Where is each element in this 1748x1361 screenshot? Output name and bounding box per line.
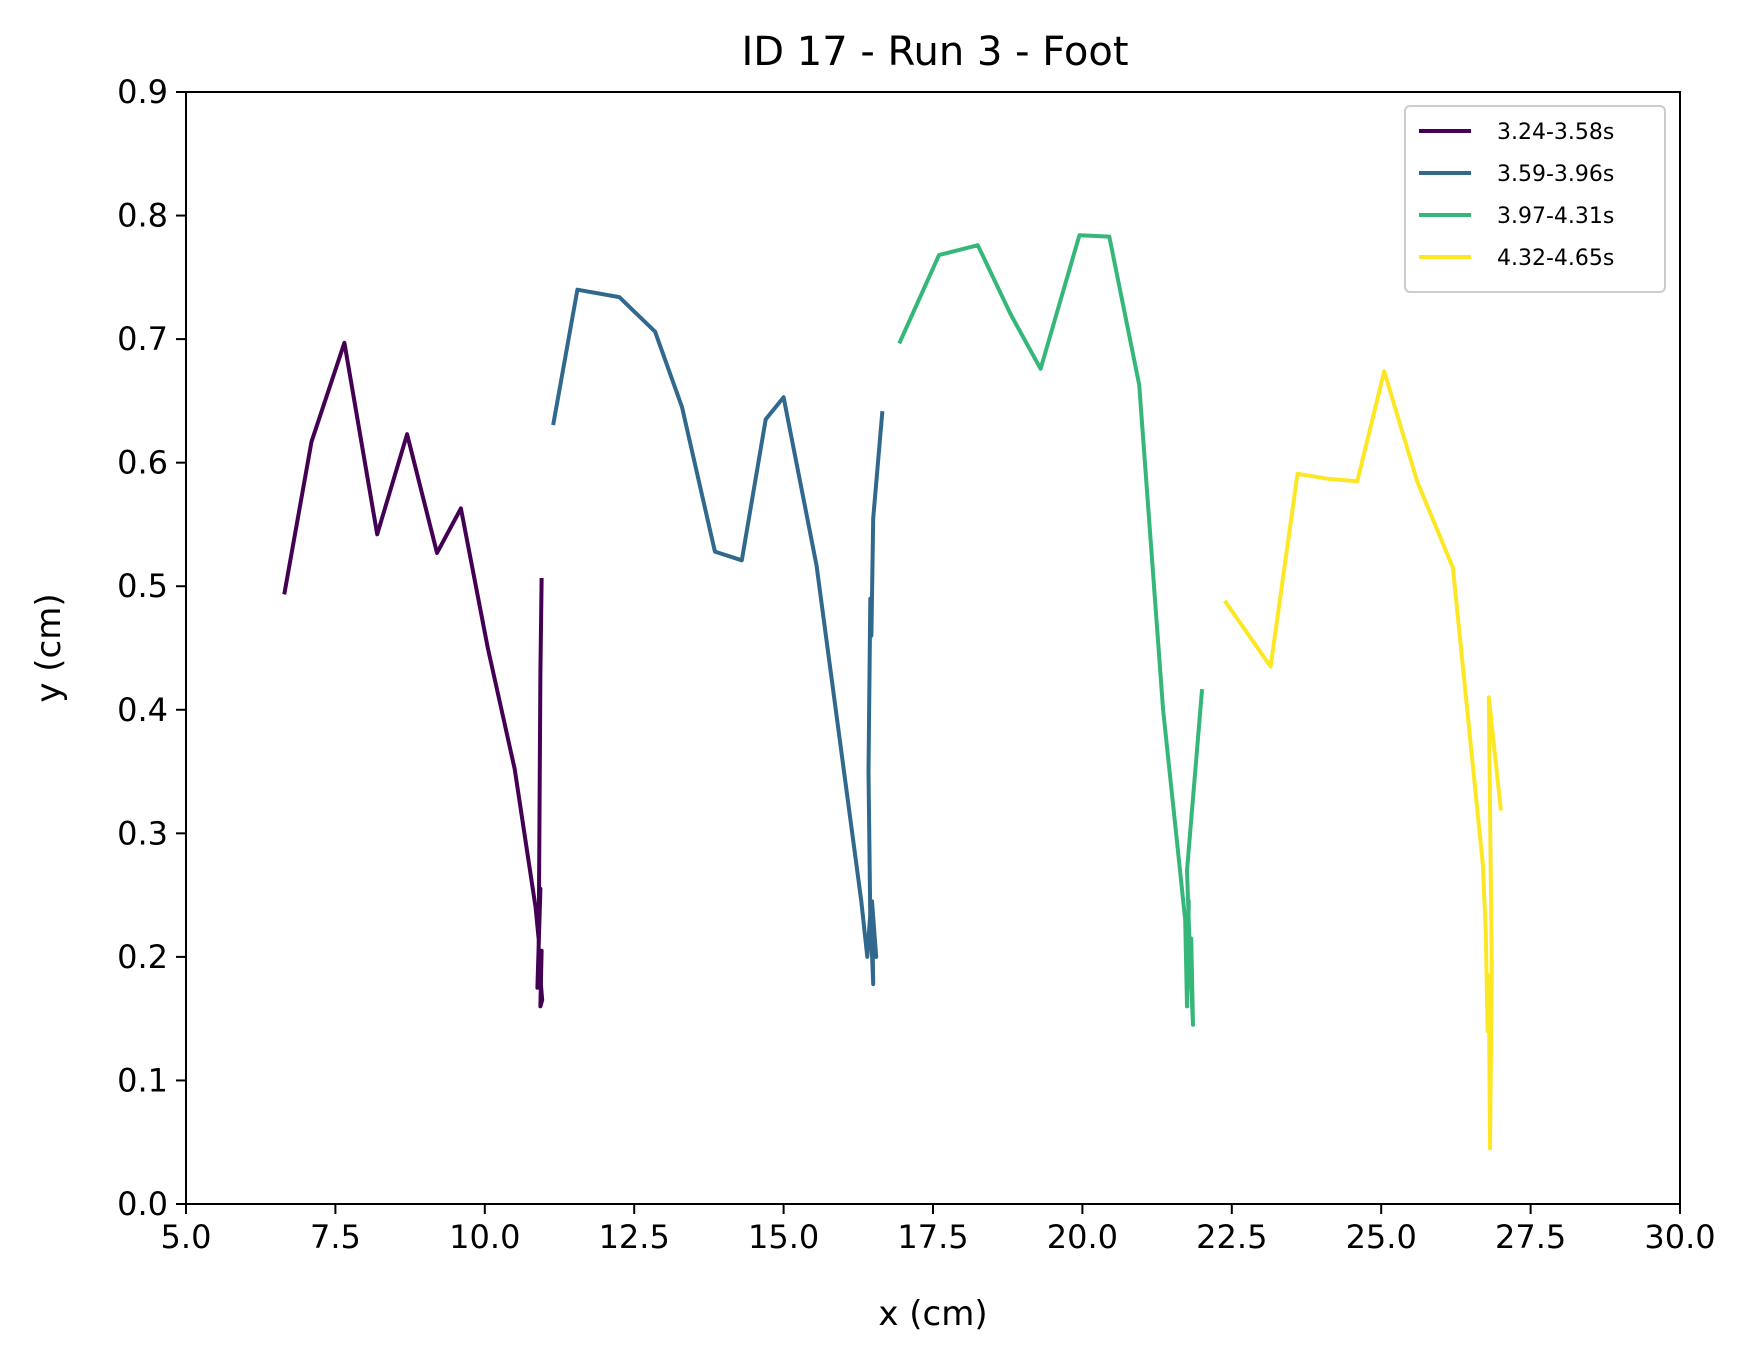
- x-tick-label: 10.0: [449, 1218, 520, 1256]
- y-axis: 0.0 0.1 0.2 0.3 0.4 0.5 0.6 0.7 0.8 0.9: [117, 73, 186, 1223]
- y-tick-label: 0.8: [117, 197, 168, 235]
- x-axis-label: x (cm): [878, 1294, 987, 1334]
- chart-title: ID 17 - Run 3 - Foot: [741, 29, 1128, 75]
- legend: 3.24-3.58s 3.59-3.96s 3.97-4.31s 4.32-4.65s: [1404, 105, 1666, 293]
- y-tick-label: 0.7: [117, 320, 168, 358]
- y-tick-label: 0.4: [117, 691, 168, 729]
- y-axis-label: y (cm): [29, 593, 69, 702]
- legend-label: 3.59-3.96s: [1497, 162, 1614, 187]
- series-line-3: [897, 233, 1205, 1027]
- x-tick-label: 22.5: [1196, 1218, 1267, 1256]
- y-tick-label: 0.1: [117, 1061, 168, 1099]
- y-tick-label: 0.0: [117, 1185, 168, 1223]
- y-tick-label: 0.6: [117, 444, 168, 482]
- x-axis: 5.0 7.5 10.0 12.5 15.0 17.5 20.0 22.5 25.0 27.5 30…: [161, 1204, 1716, 1256]
- x-tick-label: 15.0: [748, 1218, 819, 1256]
- x-tick-label: 25.0: [1346, 1218, 1417, 1256]
- series-line-1: [282, 340, 545, 1009]
- series-line-4: [1223, 369, 1503, 1151]
- series-layer: [282, 233, 1503, 1151]
- legend-label: 3.24-3.58s: [1497, 120, 1614, 145]
- series-line-2: [551, 287, 885, 987]
- x-tick-label: 7.5: [310, 1218, 361, 1256]
- x-tick-label: 17.5: [897, 1218, 968, 1256]
- legend-label: 3.97-4.31s: [1497, 204, 1614, 229]
- y-tick-label: 0.5: [117, 567, 168, 605]
- x-tick-label: 30.0: [1644, 1218, 1715, 1256]
- legend-box: [1404, 105, 1666, 293]
- legend-label: 4.32-4.65s: [1497, 246, 1614, 271]
- y-tick-label: 0.3: [117, 814, 168, 852]
- x-tick-label: 27.5: [1495, 1218, 1566, 1256]
- x-tick-label: 20.0: [1047, 1218, 1118, 1256]
- y-tick-label: 0.2: [117, 938, 168, 976]
- y-tick-label: 0.9: [117, 73, 168, 111]
- x-tick-label: 5.0: [161, 1218, 212, 1256]
- x-tick-label: 12.5: [599, 1218, 670, 1256]
